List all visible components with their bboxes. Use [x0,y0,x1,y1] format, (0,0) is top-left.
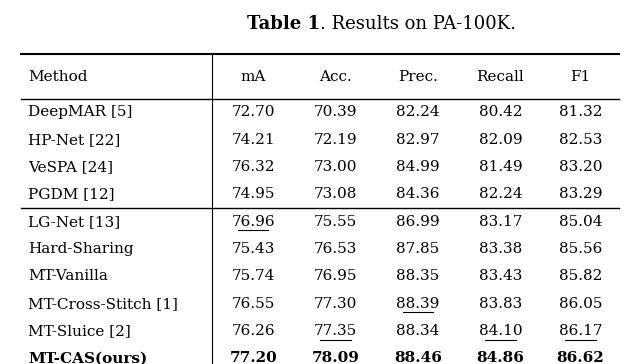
Text: 76.26: 76.26 [231,324,275,338]
Text: 76.96: 76.96 [231,215,275,229]
Text: 86.62: 86.62 [557,351,604,364]
Text: 82.09: 82.09 [479,133,522,147]
Text: 76.32: 76.32 [232,160,275,174]
Text: Recall: Recall [477,70,524,84]
Text: 77.20: 77.20 [229,351,277,364]
Text: 84.10: 84.10 [479,324,522,338]
Text: 88.39: 88.39 [396,297,440,311]
Text: 86.17: 86.17 [559,324,602,338]
Text: 83.29: 83.29 [559,187,602,201]
Text: 75.43: 75.43 [232,242,275,256]
Text: 82.53: 82.53 [559,133,602,147]
Text: LG-Net [13]: LG-Net [13] [28,215,120,229]
Text: 81.32: 81.32 [559,106,602,119]
Text: 83.17: 83.17 [479,215,522,229]
Text: 73.08: 73.08 [314,187,357,201]
Text: mA: mA [241,70,266,84]
Text: 83.38: 83.38 [479,242,522,256]
Text: 83.20: 83.20 [559,160,602,174]
Text: 84.99: 84.99 [396,160,440,174]
Text: 87.85: 87.85 [396,242,440,256]
Text: 88.34: 88.34 [396,324,440,338]
Text: 83.43: 83.43 [479,269,522,284]
Text: 77.30: 77.30 [314,297,357,311]
Text: 75.74: 75.74 [232,269,275,284]
Text: . Results on PA-100K.: . Results on PA-100K. [320,15,516,33]
Text: 72.70: 72.70 [232,106,275,119]
Text: 73.00: 73.00 [314,160,357,174]
Text: F1: F1 [570,70,591,84]
Text: MT-Vanilla: MT-Vanilla [28,269,108,284]
Text: 74.21: 74.21 [231,133,275,147]
Text: 84.36: 84.36 [396,187,440,201]
Text: 86.99: 86.99 [396,215,440,229]
Text: DeepMAR [5]: DeepMAR [5] [28,106,132,119]
Text: 78.09: 78.09 [312,351,360,364]
Text: 86.05: 86.05 [559,297,602,311]
Text: 82.97: 82.97 [396,133,440,147]
Text: 75.55: 75.55 [314,215,357,229]
Text: HP-Net [22]: HP-Net [22] [28,133,120,147]
Text: Prec.: Prec. [398,70,438,84]
Text: 81.49: 81.49 [479,160,522,174]
Text: Table 1: Table 1 [247,15,320,33]
Text: 84.86: 84.86 [476,351,524,364]
Text: 77.35: 77.35 [314,324,357,338]
Text: 76.55: 76.55 [232,297,275,311]
Text: Hard-Sharing: Hard-Sharing [28,242,134,256]
Text: 76.95: 76.95 [314,269,357,284]
Text: 83.83: 83.83 [479,297,522,311]
Text: 76.53: 76.53 [314,242,357,256]
Text: Acc.: Acc. [319,70,352,84]
Text: 82.24: 82.24 [396,106,440,119]
Text: VeSPA [24]: VeSPA [24] [28,160,113,174]
Text: PGDM [12]: PGDM [12] [28,187,115,201]
Text: 80.42: 80.42 [479,106,522,119]
Text: 82.24: 82.24 [479,187,522,201]
Text: 72.19: 72.19 [314,133,357,147]
Text: 85.56: 85.56 [559,242,602,256]
Text: Method: Method [28,70,88,84]
Text: MT-Cross-Stitch [1]: MT-Cross-Stitch [1] [28,297,178,311]
Text: 88.46: 88.46 [394,351,442,364]
Text: MT-Sluice [2]: MT-Sluice [2] [28,324,131,338]
Text: 74.95: 74.95 [232,187,275,201]
Text: 70.39: 70.39 [314,106,357,119]
Text: MT-CAS(ours): MT-CAS(ours) [28,351,147,364]
Text: 88.35: 88.35 [396,269,440,284]
Text: 85.82: 85.82 [559,269,602,284]
Text: 85.04: 85.04 [559,215,602,229]
